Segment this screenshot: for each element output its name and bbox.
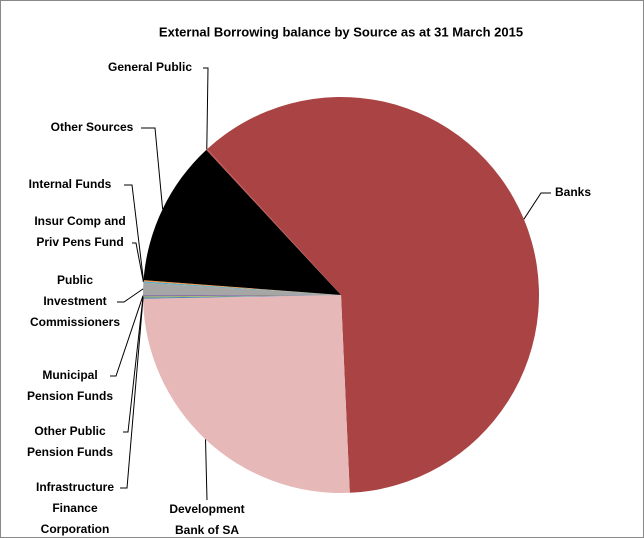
pie-slice — [143, 295, 341, 297]
leader-line — [523, 192, 551, 220]
slice-label: Municipal Pension Funds — [27, 368, 113, 403]
leader-line — [205, 439, 208, 501]
leader-line — [120, 298, 144, 489]
slice-label: Other Public Pension Funds — [27, 424, 113, 459]
leader-line — [132, 242, 144, 283]
pie-slice — [207, 97, 539, 493]
slice-label: Internal Funds — [29, 177, 112, 191]
leader-line — [117, 288, 144, 303]
slice-label: Public Investment Commissioners — [30, 273, 120, 329]
pie-slice — [143, 295, 341, 298]
leader-line — [110, 295, 144, 377]
pie-slice — [143, 282, 341, 296]
slice-label: General Public — [108, 60, 192, 74]
leader-line — [123, 296, 144, 433]
pie-slice — [143, 149, 341, 295]
slice-label: Development Bank of SA — [169, 502, 244, 537]
pie-slice — [143, 295, 350, 493]
slice-label: Infrastructure Finance Corporation — [36, 480, 114, 536]
pie-slice — [143, 295, 341, 299]
slice-label: Insur Comp and Priv Pens Fund — [34, 214, 125, 249]
leader-line — [124, 184, 145, 281]
slice-label: Banks — [555, 185, 591, 199]
pie-slice — [143, 280, 341, 295]
pie-slice — [206, 149, 341, 295]
leader-line — [141, 127, 164, 210]
pie-slice — [143, 281, 341, 295]
slice-label: Other Sources — [51, 120, 134, 134]
chart-title: External Borrowing balance by Source as … — [159, 24, 523, 39]
leader-line — [203, 67, 209, 150]
